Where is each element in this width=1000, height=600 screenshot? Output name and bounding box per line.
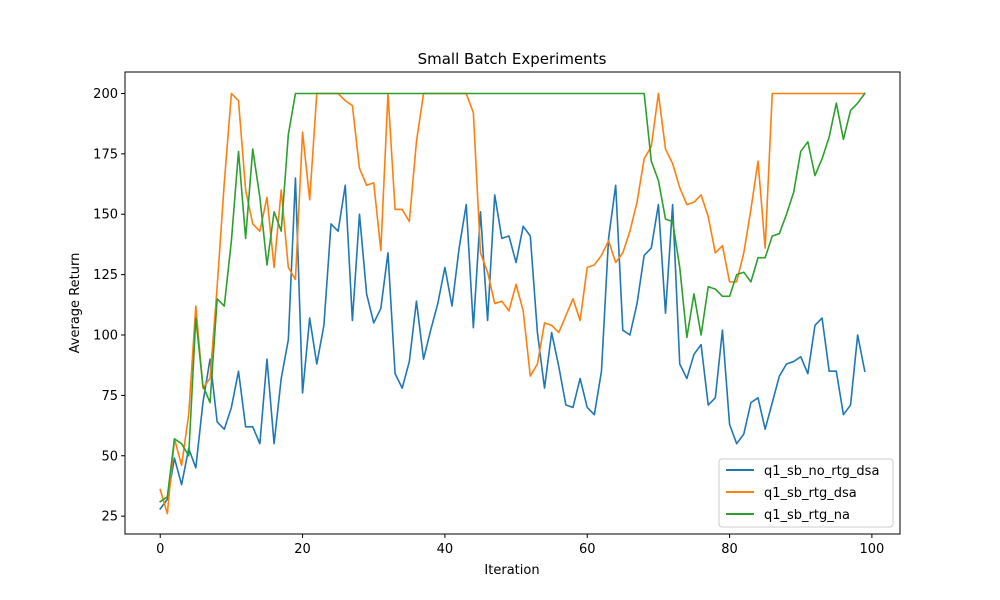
legend-label-no-rtg-dsa: q1_sb_no_rtg_dsa	[764, 464, 879, 479]
legend-box	[718, 458, 894, 528]
y-tick-label: 100	[93, 328, 118, 343]
y-tick-label: 150	[93, 208, 118, 223]
plot-lines	[159, 92, 866, 515]
series-line-1	[159, 92, 866, 515]
x-tick-label: 40	[437, 542, 454, 557]
y-tick-label: 125	[93, 268, 118, 283]
axes-frame	[124, 71, 901, 535]
x-tick-label: 0	[156, 542, 164, 557]
legend-label-rtg-na: q1_sb_rtg_na	[764, 508, 850, 523]
y-tick-label: 25	[101, 510, 118, 525]
x-tick-label: 80	[721, 542, 738, 557]
y-tick-label: 200	[93, 87, 118, 102]
x-tick-label: 20	[294, 542, 311, 557]
chart-title: Small Batch Experiments	[418, 50, 607, 68]
x-axis-ticks: 0 20 40 60 80 100	[156, 534, 884, 557]
x-axis-label: Iteration	[484, 563, 539, 578]
y-tick-label: 175	[93, 147, 118, 162]
legend: q1_sb_no_rtg_dsa q1_sb_rtg_dsa q1_sb_rtg…	[718, 458, 894, 528]
series-line-0	[159, 177, 866, 510]
y-tick-label: 75	[101, 389, 118, 404]
y-tick-label: 50	[101, 449, 118, 464]
y-axis-ticks: 25 50 75 100 125 150 175 200	[93, 87, 125, 525]
legend-label-rtg-dsa: q1_sb_rtg_dsa	[764, 486, 857, 501]
series-line-2	[159, 92, 866, 503]
x-tick-label: 60	[579, 542, 596, 557]
x-tick-label: 100	[859, 542, 884, 557]
y-axis-label: Average Return	[68, 253, 83, 354]
